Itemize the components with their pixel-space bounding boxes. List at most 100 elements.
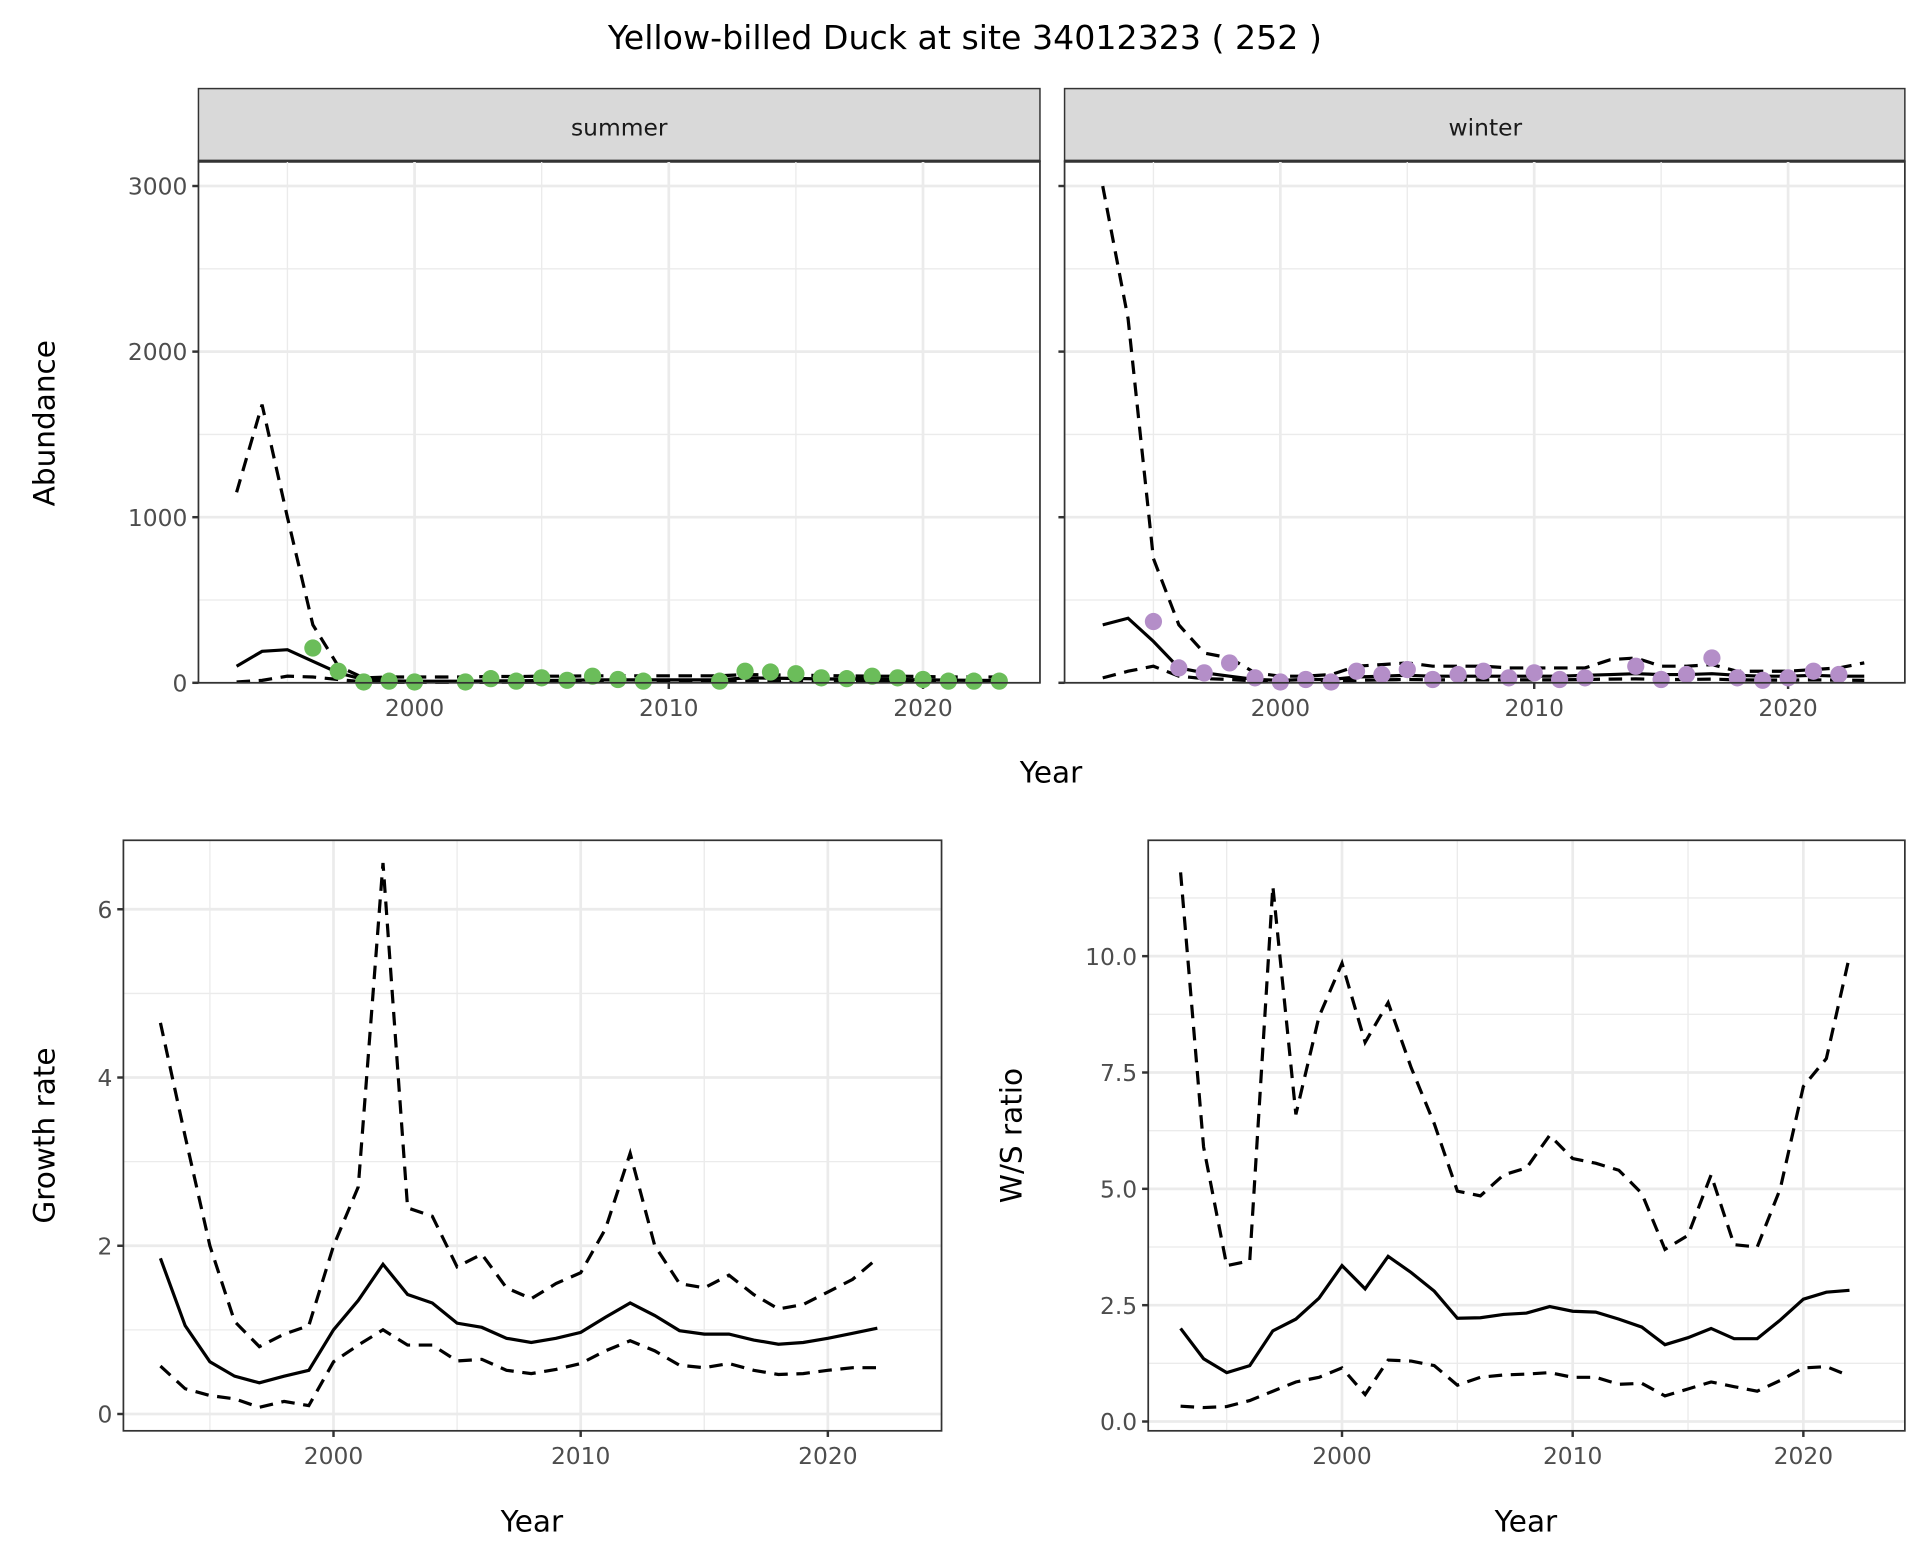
winter-data-point (1449, 665, 1467, 684)
winter-data-point (1804, 662, 1823, 680)
growth-x-tick-label: 2000 (304, 1442, 363, 1470)
ws-x-tick-label: 2020 (1774, 1442, 1833, 1470)
summer-data-point (787, 665, 805, 683)
winter-data-point (1170, 659, 1188, 677)
summer-data-point (583, 667, 602, 685)
summer-panel-border (197, 160, 1041, 684)
summer-x-tick-label: 2010 (639, 694, 698, 722)
growth-mean-line (158, 1257, 878, 1385)
summer-data-point (812, 669, 830, 687)
winter-data-point (1576, 669, 1594, 687)
summer-data-point (711, 672, 729, 690)
winter-data-point (1500, 669, 1518, 687)
strip-winter-label: winter (1449, 113, 1523, 141)
summer-y-tick-label: 0 (173, 669, 188, 697)
ws-x-tick-label: 2000 (1312, 1442, 1371, 1470)
winter-data-point (1195, 664, 1213, 682)
winter-data-point (1550, 670, 1569, 689)
summer-data-point (533, 669, 551, 687)
summer-data-point (990, 672, 1008, 690)
growth-y-axis-title: Growth rate (28, 1047, 62, 1223)
winter-data-point (1652, 670, 1670, 689)
growth-x-axis-title: Year (500, 1505, 564, 1539)
chart-title: Yellow-billed Duck at site 34012323 ( 25… (607, 18, 1322, 57)
summer-y-tick-label: 2000 (128, 338, 187, 366)
summer-x-tick-label: 2020 (893, 694, 952, 722)
summer-x-tick-label: 2000 (385, 694, 444, 722)
growth-panel: 0 2 4 6 2000 2010 2020 (97, 839, 943, 1470)
growth-y-tick-label: 4 (97, 1064, 112, 1092)
winter-upper-ci-line (1101, 185, 1865, 678)
growth-y-tick-label: 2 (97, 1232, 112, 1260)
winter-data-point (1347, 662, 1366, 680)
summer-panel: 0 1000 2000 3000 2000 2010 2020 (128, 87, 1041, 722)
summer-data-point (863, 667, 881, 685)
ws-y-axis-title: W/S ratio (995, 1068, 1029, 1203)
summer-data-point (939, 672, 958, 690)
growth-panel-border (122, 839, 943, 1432)
winter-data-point (1525, 664, 1543, 682)
ws-mean-line (1179, 1254, 1850, 1375)
winter-x-tick-label: 2020 (1758, 694, 1817, 722)
growth-y-tick-label: 6 (97, 896, 112, 924)
summer-data-point (838, 670, 856, 688)
summer-y-tick-label: 1000 (128, 504, 187, 532)
ws-lower-ci-line (1180, 1358, 1851, 1410)
summer-data-point (329, 662, 347, 680)
summer-data-point (558, 671, 576, 689)
ws-y-tick-label: 10.0 (1085, 943, 1137, 971)
summer-y-tick-label: 3000 (128, 173, 187, 201)
ws-y-tick-label: 0.0 (1100, 1408, 1137, 1436)
ws-y-tick-label: 5.0 (1100, 1175, 1137, 1203)
summer-data-point (507, 672, 525, 690)
winter-data-point (1703, 649, 1721, 667)
winter-data-point (1779, 669, 1797, 687)
ws-y-tick-label: 2.5 (1100, 1292, 1137, 1320)
ws-upper-ci-line (1178, 872, 1852, 1268)
growth-lower-ci-line (159, 1327, 878, 1409)
winter-data-point (1297, 670, 1315, 689)
winter-strip (1063, 87, 1906, 162)
winter-x-tick-label: 2010 (1504, 694, 1563, 722)
winter-panel: 2000 2010 2020 (1058, 87, 1906, 722)
summer-data-point (761, 663, 780, 681)
growth-x-tick-label: 2020 (798, 1442, 857, 1470)
winter-data-point (1627, 657, 1645, 675)
summer-data-point (482, 670, 500, 688)
ws-panel-border (1147, 839, 1906, 1432)
winter-data-point (1474, 662, 1493, 680)
abundance-y-axis-title: Abundance (28, 340, 62, 506)
summer-strip (197, 87, 1041, 162)
winter-data-point (1754, 671, 1772, 689)
growth-y-tick-label: 0 (97, 1401, 112, 1429)
winter-data-point (1246, 669, 1264, 687)
winter-panel-border (1063, 160, 1906, 684)
summer-data-point (965, 672, 983, 690)
abundance-x-axis-title: Year (1019, 755, 1083, 789)
ws-y-tick-label: 7.5 (1100, 1059, 1137, 1087)
winter-data-point (1144, 612, 1163, 631)
summer-data-point (380, 672, 398, 690)
summer-data-point (304, 639, 322, 657)
summer-data-point (914, 670, 932, 689)
ws-panel: 0.0 2.5 5.0 7.5 10.0 2000 2010 2020 (1085, 839, 1906, 1470)
winter-data-point (1728, 669, 1746, 687)
summer-data-point (888, 669, 907, 687)
winter-lower-ci-line (1102, 664, 1865, 684)
summer-upper-ci-line (235, 404, 1000, 680)
strip-summer-label: summer (571, 113, 668, 141)
winter-data-point (1373, 665, 1391, 684)
ws-x-tick-label: 2010 (1543, 1442, 1602, 1470)
winter-data-point (1830, 665, 1848, 684)
winter-data-point (1398, 660, 1416, 679)
winter-data-point (1424, 670, 1442, 689)
growth-x-tick-label: 2010 (551, 1442, 610, 1470)
summer-data-point (736, 662, 754, 680)
winter-x-tick-label: 2000 (1251, 694, 1310, 722)
summer-data-point (634, 672, 652, 690)
ws-x-axis-title: Year (1494, 1505, 1558, 1539)
winter-data-point (1677, 665, 1696, 684)
summer-data-point (609, 670, 627, 689)
growth-upper-ci-line (158, 862, 879, 1349)
